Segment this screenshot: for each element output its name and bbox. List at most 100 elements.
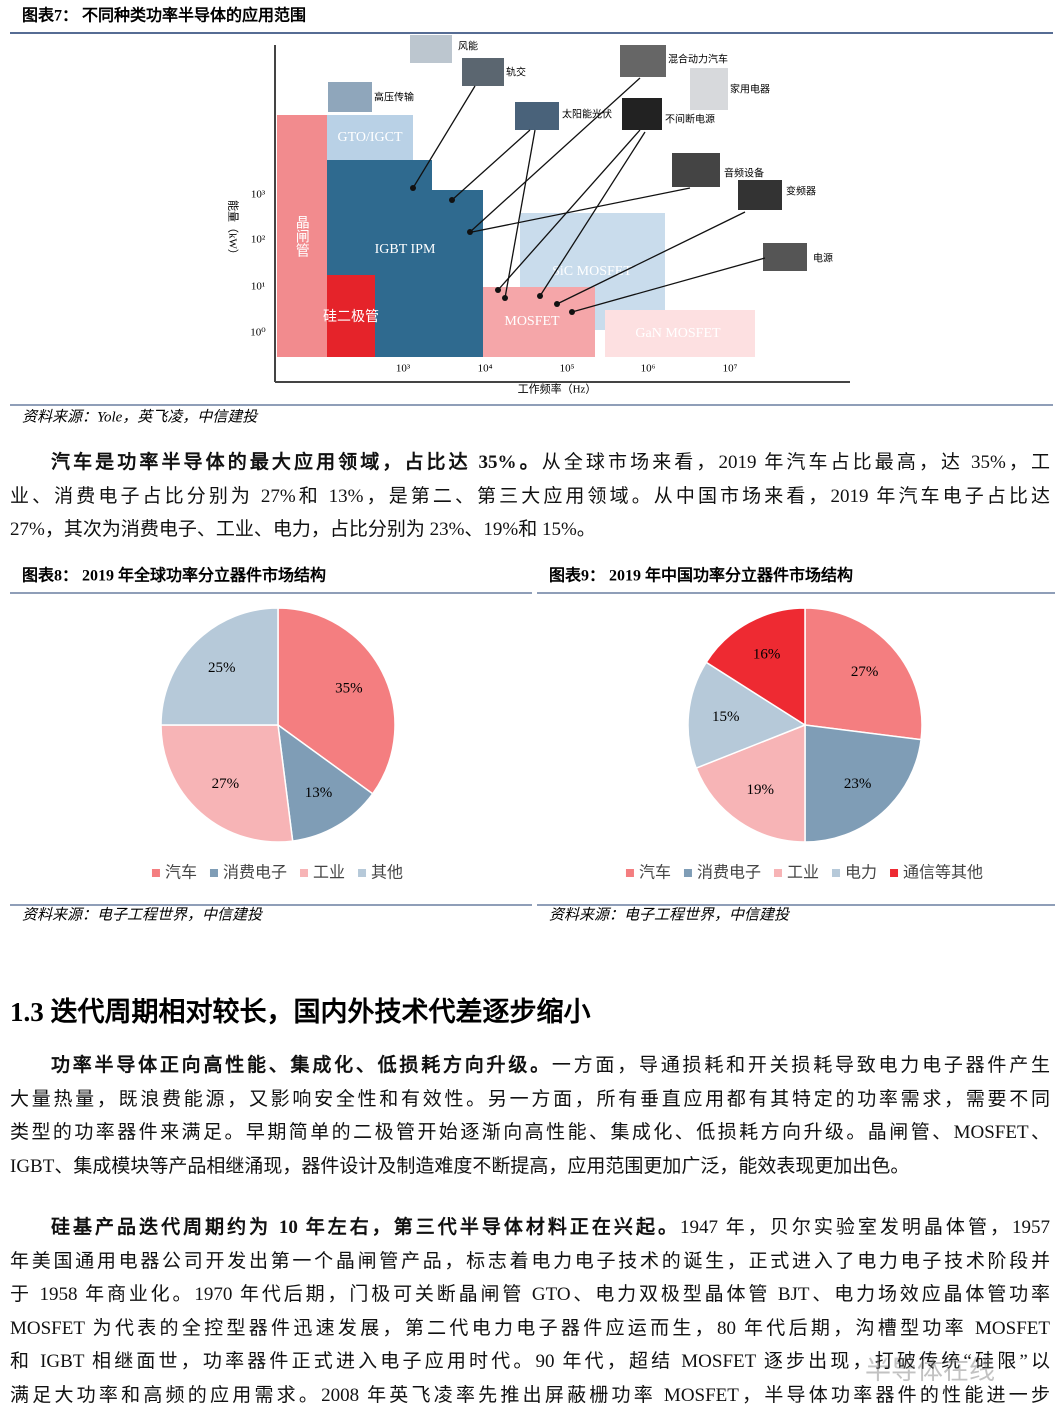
line: 满足大功率和高频的应用需求。2008 年英飞凌率先推出屏蔽栅功率 MOSFET，…	[10, 1384, 1050, 1406]
leader-dots	[410, 185, 575, 315]
legend-swatch	[358, 869, 367, 877]
data-label: 25%	[208, 660, 236, 676]
legend-label: 汽车	[165, 863, 197, 882]
block-label: IGBT IPM	[375, 242, 436, 257]
figure-title: 图表9： 2019 年中国功率分立器件市场结构	[549, 566, 853, 585]
legend-swatch	[683, 869, 692, 877]
block	[605, 310, 755, 357]
y-axis-label: 能量（kW）	[226, 200, 240, 260]
legend-label: 消费电子	[697, 863, 761, 882]
x-tick-label: 10³	[396, 363, 411, 375]
x-tick-label: 10⁵	[560, 363, 575, 375]
line: 于 1958 年商业化。1970 年代后期，门极可关断晶闸管 GTO、电力双极型…	[10, 1284, 1050, 1306]
text: 一方面，导通损耗和开关损耗导致电力电子器件产生	[551, 1055, 1050, 1076]
pie-slice	[160, 607, 279, 726]
data-label: 35%	[335, 680, 363, 696]
line: 业、消费电子占比分别为 27%和 13%，是第二、第三大应用领域。从中国市场来看…	[10, 485, 1050, 507]
line: 年美国通用电器公司开发出第一个晶闸管产品，标志着电力电子技术的诞生，正式进入了电…	[10, 1250, 1050, 1272]
app-label: 太阳能光伏	[562, 107, 612, 120]
data-label: 16%	[753, 647, 781, 663]
line: 汽车是功率半导体的最大应用领域，占比达 35%。从全球市场来看，2019 年汽车…	[10, 446, 1050, 480]
x-tick-label: 10⁴	[478, 363, 493, 375]
legend-label: 通信等其他	[903, 863, 983, 882]
legend-swatch	[151, 869, 160, 877]
source: 资料来源：电子工程世界，中信建投	[549, 906, 791, 923]
data-label: 15%	[712, 709, 740, 725]
pie-slice	[804, 607, 923, 741]
pie-slice	[687, 661, 807, 770]
block	[327, 275, 375, 357]
lead: 硅基产品迭代周期约为 10 年左右，第三代半导体材料正在兴起。	[51, 1217, 680, 1238]
text: 从全球市场来看，2019 年汽车占比最高，达 35%，工	[541, 452, 1050, 473]
section-heading: 1.3 迭代周期相对较长，国内外技术代差逐步缩小	[10, 997, 591, 1027]
line: MOSFET 为代表的全控型器件迅速发展，第二代电力电子器件应运而生，80 年代…	[10, 1317, 1050, 1339]
app-label: 风能	[458, 39, 478, 52]
line: 硅基产品迭代周期约为 10 年左右，第三代半导体材料正在兴起。1947 年，贝尔…	[10, 1211, 1050, 1245]
block	[277, 115, 327, 357]
x-tick-label: 10⁶	[641, 363, 656, 375]
legend-swatch	[209, 869, 218, 877]
pie-slice	[804, 724, 922, 843]
legend-label: 其他	[371, 863, 403, 882]
legend-swatch	[832, 869, 841, 877]
data-label: 27%	[212, 776, 240, 792]
app-label: 变频器	[786, 184, 816, 197]
app-label: 不间断电源	[665, 112, 715, 125]
app-label: 高压传输	[374, 90, 414, 103]
legend-label: 汽车	[639, 863, 671, 882]
pie-slice	[695, 723, 806, 843]
app-label: 音频设备	[724, 166, 764, 179]
block-label: SiC MOSFET	[552, 264, 632, 279]
line: 和 IGBT 相继面世，功率器件正式进入电子应用时代。90 年代，超结 MOSF…	[10, 1351, 1050, 1373]
y-tick-label: 10³	[251, 189, 266, 201]
legend-label: 电力	[845, 863, 877, 882]
paragraph: 硅基产品迭代周期约为 10 年左右，第三代半导体材料正在兴起。1947 年，贝尔…	[10, 1211, 1050, 1413]
legend-label: 工业	[787, 863, 819, 882]
pie-slice	[160, 724, 294, 843]
pie-slice	[705, 607, 806, 727]
line: 功率半导体正向高性能、集成化、低损耗方向升级。一方面，导通损耗和开关损耗导致电力…	[10, 1049, 1050, 1083]
leader-lines	[412, 77, 766, 313]
block-label: MOSFET	[504, 314, 560, 329]
y-tick-label: 10⁰	[250, 327, 266, 339]
watermark: 半导体在线	[865, 1356, 996, 1386]
data-label: 23%	[844, 776, 872, 792]
source: 资料来源：电子工程世界，中信建投	[22, 906, 264, 923]
block-label: GTO/IGCT	[337, 130, 403, 145]
y-tick-label: 10²	[251, 234, 266, 246]
paragraph: 功率半导体正向高性能、集成化、低损耗方向升级。一方面，导通损耗和开关损耗导致电力…	[10, 1049, 1050, 1183]
y-tick-label: 10¹	[251, 281, 265, 293]
app-label: 轨交	[506, 65, 526, 78]
x-tick-label: 10⁷	[723, 363, 738, 375]
paragraph: 汽车是功率半导体的最大应用领域，占比达 35%。从全球市场来看，2019 年汽车…	[10, 446, 1050, 547]
line: 27%，其次为消费电子、工业、电力，占比分别为 23%、19%和 15%。	[10, 519, 596, 541]
block-label: GaN MOSFET	[635, 326, 721, 341]
source: 资料来源：Yole，英飞凌，中信建投	[22, 408, 259, 425]
figure7-plot: 晶闸管 GTO/IGCT IGBT IPM 硅二极管 MOSFET SiC MO…	[226, 35, 850, 396]
app-label: 混合动力汽车	[668, 52, 728, 65]
block-label: 晶闸管	[294, 215, 310, 257]
block-label: 硅二极管	[323, 309, 379, 325]
figure-title: 图表8： 2019 年全球功率分立器件市场结构	[22, 566, 326, 585]
data-label: 19%	[747, 782, 775, 798]
line: 大量热量，既浪费能源，又影响安全性和有效性。另一方面，所有垂直应用都有其特定的功…	[10, 1088, 1050, 1110]
lead: 功率半导体正向高性能、集成化、低损耗方向升级。	[51, 1055, 552, 1076]
text: 1947 年，贝尔实验室发明晶体管，1957	[680, 1217, 1050, 1238]
data-label: 13%	[305, 785, 333, 801]
lead: 汽车是功率半导体的最大应用领域，占比达 35%。	[51, 452, 542, 473]
figure-title: 图表7： 不同种类功率半导体的应用范围	[22, 6, 306, 25]
legend-swatch	[890, 869, 899, 877]
legend-label: 消费电子	[223, 863, 287, 882]
app-label: 家用电器	[730, 82, 770, 95]
x-axis-label: 工作频率（Hz）	[518, 382, 597, 396]
legend-swatch	[300, 869, 308, 877]
block	[327, 115, 413, 160]
line: IGBT、集成模块等产品相继涌现，器件设计及制造难度不断提高，应用范围更加广泛，…	[10, 1155, 910, 1177]
data-label: 27%	[851, 664, 879, 680]
icons	[328, 35, 807, 271]
app-label: 电源	[813, 251, 833, 264]
line: 类型的功率器件来满足。早期简单的二极管开始逐渐向高性能、集成化、低损耗方向升级。…	[10, 1122, 1050, 1144]
legend-swatch	[773, 869, 782, 877]
